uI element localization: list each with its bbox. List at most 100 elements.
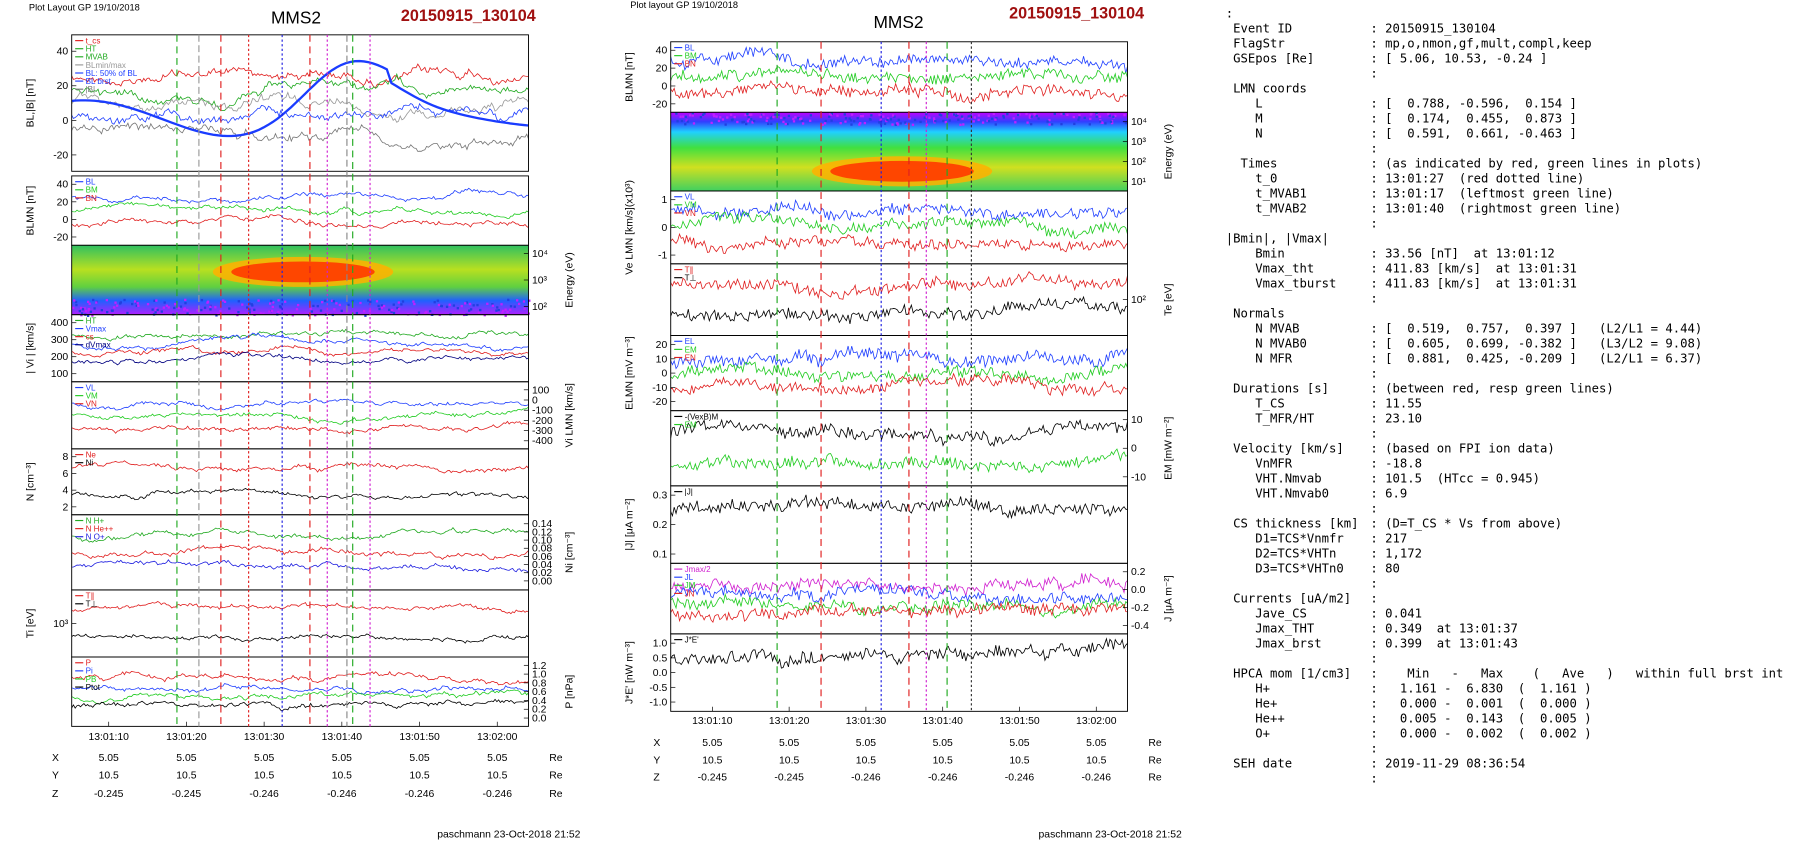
info-label: H+ — [1226, 681, 1270, 695]
spectrogram-speckle — [777, 113, 780, 117]
spectrogram-speckle — [464, 302, 467, 305]
trace — [670, 232, 1128, 254]
spectrogram-speckle — [721, 118, 725, 121]
y-tick-label: 0.08 — [532, 544, 552, 555]
info-label: LMN coords — [1226, 81, 1307, 95]
position-value: -0.246 — [851, 773, 881, 784]
spectrogram-speckle — [382, 304, 386, 308]
spectrogram-speckle — [119, 301, 123, 304]
position-value: 10.5 — [702, 755, 722, 766]
x-tick-label: 13:01:50 — [399, 732, 440, 743]
spectrogram-speckle — [766, 116, 769, 120]
spectrogram-speckle — [1016, 113, 1020, 117]
trace — [71, 351, 529, 366]
panel-frame — [71, 514, 529, 591]
info-value: : 23.10 — [1370, 411, 1422, 425]
spectrogram-speckle — [852, 120, 856, 123]
spectrogram-speckle — [994, 123, 997, 126]
legend-entry: N He++ — [86, 525, 114, 534]
y-tick-label: 300 — [51, 335, 69, 346]
spectrogram-speckle — [715, 115, 718, 118]
trace — [670, 572, 1128, 598]
trace — [670, 270, 1128, 300]
trace — [71, 63, 529, 88]
y-axis-label: P [nPa] — [564, 675, 575, 709]
spectrogram-speckle — [184, 301, 187, 305]
spectrogram-speckle — [703, 112, 706, 115]
y-tick-label: 10⁴ — [1131, 117, 1147, 128]
spectrogram-speckle — [237, 300, 240, 303]
info-value: : 0.005 - 0.143 ( 0.005 ) — [1370, 711, 1591, 725]
trace — [71, 698, 529, 711]
spectrogram-speckle — [1006, 113, 1009, 116]
legend-entry: HT — [86, 316, 97, 325]
info-label: VHT.Nmvab — [1226, 471, 1322, 485]
info-label: SEH date — [1226, 756, 1292, 770]
legend-entry: |B| — [86, 85, 96, 94]
panel-frame — [71, 448, 529, 516]
legend-entry: HT — [86, 45, 97, 54]
legend-entry: Vmax — [86, 324, 107, 333]
spectrogram-speckle — [216, 312, 220, 316]
spectrogram-speckle — [93, 307, 96, 310]
position-value: -0.246 — [483, 789, 513, 800]
y-tick-label: 40 — [57, 180, 69, 191]
trace — [71, 460, 529, 474]
legend-entry: BM — [86, 186, 98, 195]
spectrogram-speckle — [957, 112, 960, 115]
spectrogram-speckle — [692, 122, 696, 125]
spectrogram-speckle — [397, 301, 401, 304]
info-label: N — [1226, 126, 1263, 140]
spectrogram-speckle — [1030, 115, 1033, 118]
legend-entry: T⊥ — [86, 600, 98, 609]
position-value: 5.05 — [1086, 738, 1106, 749]
info-label: t_MVAB2 — [1226, 201, 1307, 215]
spectrogram-speckle — [155, 299, 158, 302]
y-tick-label: 1.0 — [653, 639, 668, 650]
position-value: -0.245 — [774, 773, 804, 784]
spectrogram-speckle — [1100, 121, 1103, 124]
spectrogram-speckle — [1048, 118, 1051, 122]
spectrogram-speckle — [437, 303, 441, 307]
spectrogram-speckle — [330, 299, 334, 302]
footer: paschmann 23-Oct-2018 21:52 — [437, 829, 580, 840]
spectrogram-speckle — [1109, 120, 1113, 123]
spectrogram-speckle — [241, 303, 244, 306]
spectrogram-speckle — [987, 114, 990, 117]
position-value: 5.05 — [933, 738, 953, 749]
spectrogram-speckle — [253, 308, 256, 311]
spectrogram-speckle — [113, 306, 116, 309]
spectrogram-speckle — [684, 115, 687, 118]
trace — [71, 527, 529, 543]
spectrogram-speckle — [894, 123, 898, 126]
info-value: : — [1370, 426, 1377, 440]
spectrogram-speckle — [500, 303, 503, 306]
y-tick-label: 10³ — [532, 275, 548, 286]
spectrogram-speckle — [528, 299, 531, 302]
spectrogram-speckle — [783, 116, 786, 120]
spectrogram-speckle — [100, 309, 104, 312]
spectrogram-speckle — [467, 309, 471, 312]
info-label: |Bmin|, |Vmax| — [1226, 231, 1329, 245]
spectrogram-speckle — [726, 116, 729, 119]
spectrogram-speckle — [228, 307, 231, 310]
spectrogram-speckle — [962, 123, 965, 126]
y-tick-label: 20 — [656, 340, 668, 351]
spectrogram-speckle — [1095, 114, 1099, 117]
trace — [71, 406, 529, 425]
spectrogram-speckle — [156, 308, 159, 312]
x-tick-label: 13:02:00 — [477, 732, 518, 743]
y-tick-label: 100 — [51, 369, 69, 380]
spectrogram-speckle — [1077, 118, 1080, 121]
legend-entry: VM — [685, 201, 697, 210]
spectrogram-speckle — [91, 314, 94, 317]
trace — [670, 592, 1128, 619]
trace — [670, 494, 1128, 520]
y-tick-label: 0 — [661, 369, 667, 380]
panel-frame — [670, 190, 1128, 265]
spectrogram-speckle — [486, 302, 489, 305]
spectrogram-speckle — [277, 310, 280, 314]
spectrogram-speckle — [155, 307, 158, 310]
info-label: O+ — [1226, 726, 1270, 740]
